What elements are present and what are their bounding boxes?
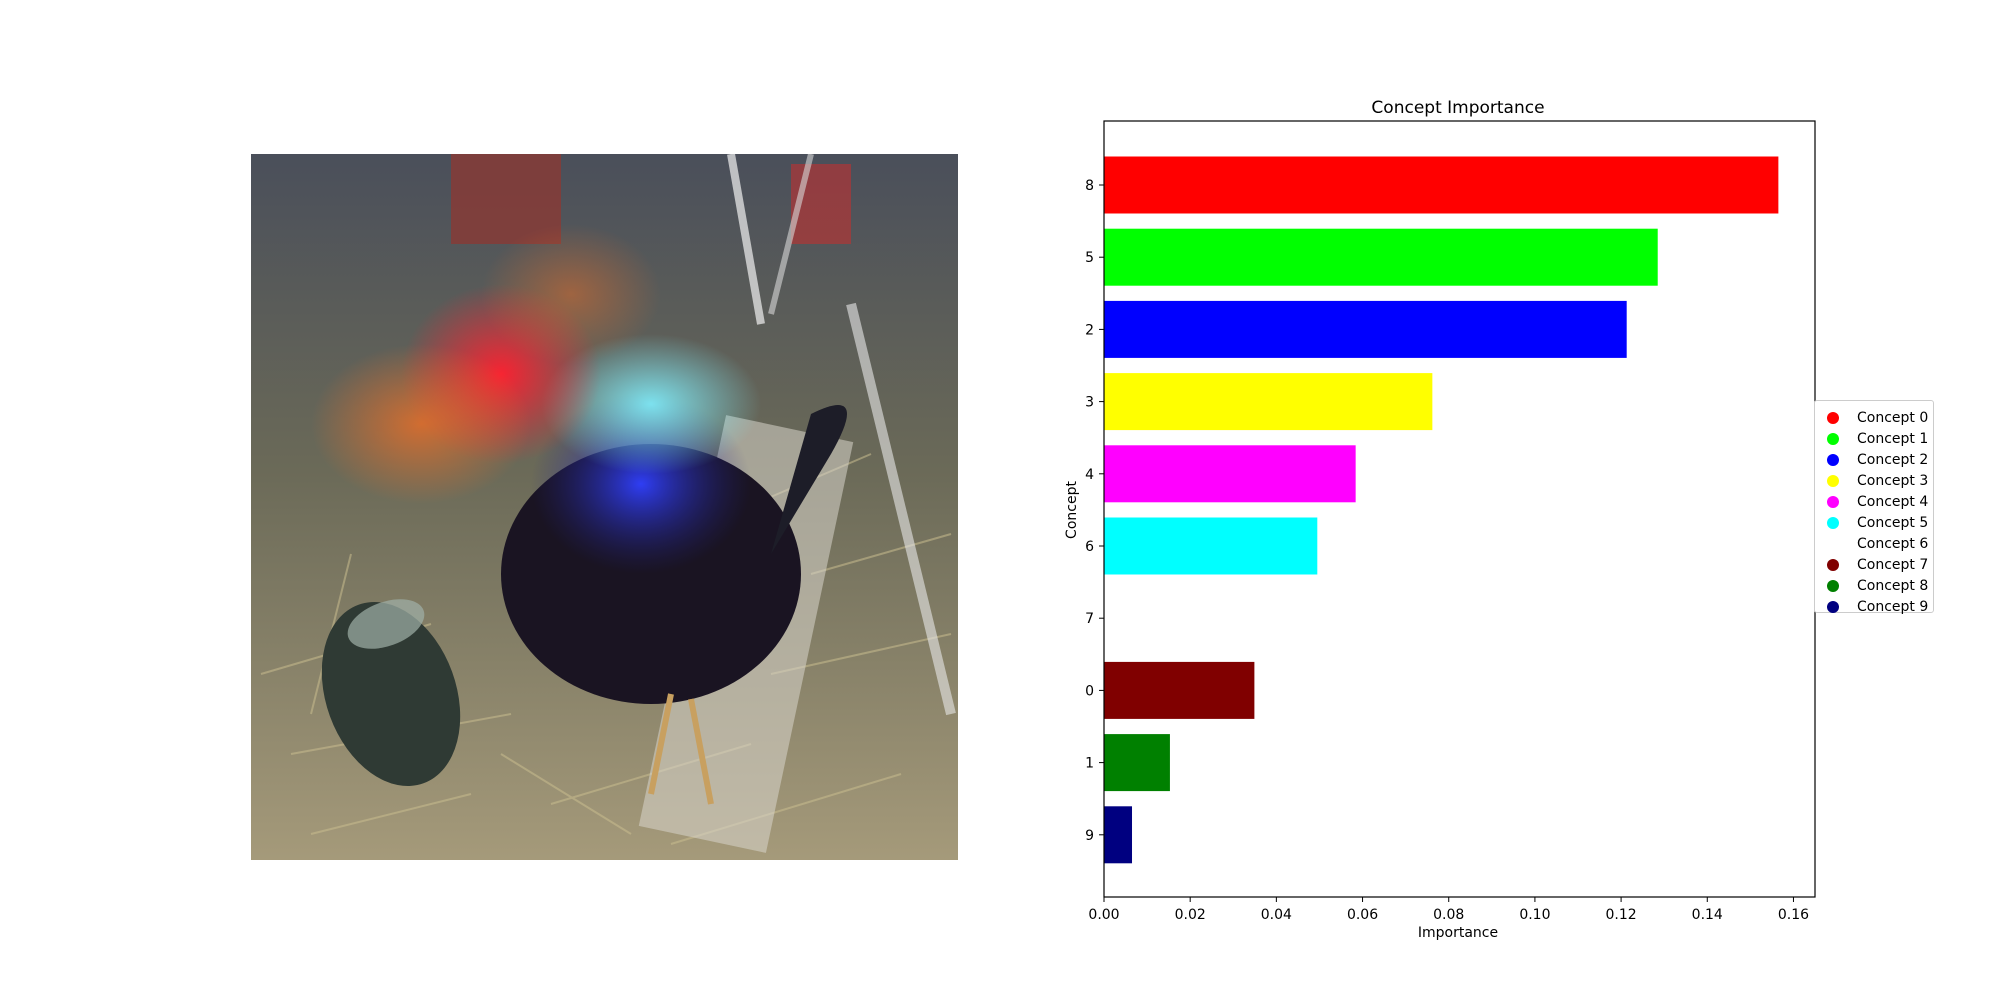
y-axis-label: Concept <box>1064 481 1080 539</box>
legend-marker-icon <box>1827 537 1839 550</box>
legend-marker-icon <box>1827 474 1839 487</box>
rooster-photo-illustration <box>251 154 958 860</box>
legend-label: Concept 7 <box>1857 556 1929 573</box>
x-tick-label: 0.16 <box>1778 907 1809 923</box>
y-tick-label: 5 <box>1085 250 1094 266</box>
y-tick-label: 3 <box>1085 395 1094 411</box>
x-tick-label: 0.06 <box>1347 907 1378 923</box>
y-tick-label: 0 <box>1085 683 1094 699</box>
legend-marker-icon <box>1827 579 1839 592</box>
y-tick-label: 6 <box>1085 539 1094 555</box>
bar-concept-5 <box>1104 228 1658 286</box>
bar-concept-3 <box>1104 373 1433 431</box>
legend-item: Concept 1 <box>1815 428 1933 449</box>
legend-item: Concept 7 <box>1815 554 1933 575</box>
bar-concept-1 <box>1104 734 1170 792</box>
bar-concept-0 <box>1104 661 1255 719</box>
legend-label: Concept 1 <box>1857 430 1929 447</box>
x-tick-label: 0.04 <box>1261 907 1292 923</box>
legend-item: Concept 6 <box>1815 533 1933 554</box>
legend-item: Concept 2 <box>1815 449 1933 470</box>
bar-concept-9 <box>1104 806 1133 864</box>
x-tick-label: 0.08 <box>1433 907 1464 923</box>
legend: Concept 0 Concept 1 Concept 2 Concept 3 Conc… <box>1814 400 1934 615</box>
y-tick-label: 9 <box>1085 828 1094 844</box>
y-tick-label: 7 <box>1085 611 1094 627</box>
x-axis-ticks: 0.00 0.02 0.04 0.06 0.08 0.10 0.12 0.14 0.16 <box>1088 897 1809 923</box>
bar-concept-6 <box>1104 517 1318 575</box>
legend-label: Concept 4 <box>1857 493 1929 510</box>
concept-overlay-image <box>251 154 958 860</box>
y-tick-label: 1 <box>1085 756 1094 772</box>
legend-marker-icon <box>1827 516 1839 529</box>
legend-marker-icon <box>1827 558 1839 571</box>
legend-marker-icon <box>1827 453 1839 466</box>
legend-item: Concept 5 <box>1815 512 1933 533</box>
y-tick-label: 2 <box>1085 322 1094 338</box>
bar-concept-2 <box>1104 300 1627 358</box>
legend-label: Concept 9 <box>1857 598 1929 615</box>
legend-item: Concept 3 <box>1815 470 1933 491</box>
legend-item: Concept 0 <box>1815 407 1933 428</box>
legend-marker-icon <box>1827 411 1839 424</box>
bars-group <box>1104 156 1779 864</box>
y-tick-label: 4 <box>1085 467 1094 483</box>
legend-label: Concept 8 <box>1857 577 1929 594</box>
y-tick-label: 8 <box>1085 178 1094 194</box>
legend-label: Concept 0 <box>1857 409 1929 426</box>
bar-concept-4 <box>1104 445 1356 503</box>
x-axis-label: Importance <box>1418 925 1498 941</box>
legend-label: Concept 3 <box>1857 472 1929 489</box>
chart-title: Concept Importance <box>1371 98 1544 118</box>
legend-item: Concept 9 <box>1815 596 1933 617</box>
legend-label: Concept 5 <box>1857 514 1929 531</box>
legend-item: Concept 8 <box>1815 575 1933 596</box>
legend-label: Concept 2 <box>1857 451 1929 468</box>
x-tick-label: 0.02 <box>1175 907 1206 923</box>
x-tick-label: 0.12 <box>1606 907 1637 923</box>
legend-marker-icon <box>1827 432 1839 445</box>
y-axis-ticks: 8 5 2 3 4 6 7 0 1 9 <box>1085 178 1104 844</box>
legend-label: Concept 6 <box>1857 535 1929 552</box>
bar-concept-8 <box>1104 156 1779 214</box>
x-tick-label: 0.10 <box>1519 907 1550 923</box>
legend-marker-icon <box>1827 495 1839 508</box>
legend-marker-icon <box>1827 600 1839 613</box>
legend-item: Concept 4 <box>1815 491 1933 512</box>
x-tick-label: 0.14 <box>1692 907 1723 923</box>
x-tick-label: 0.00 <box>1088 907 1119 923</box>
